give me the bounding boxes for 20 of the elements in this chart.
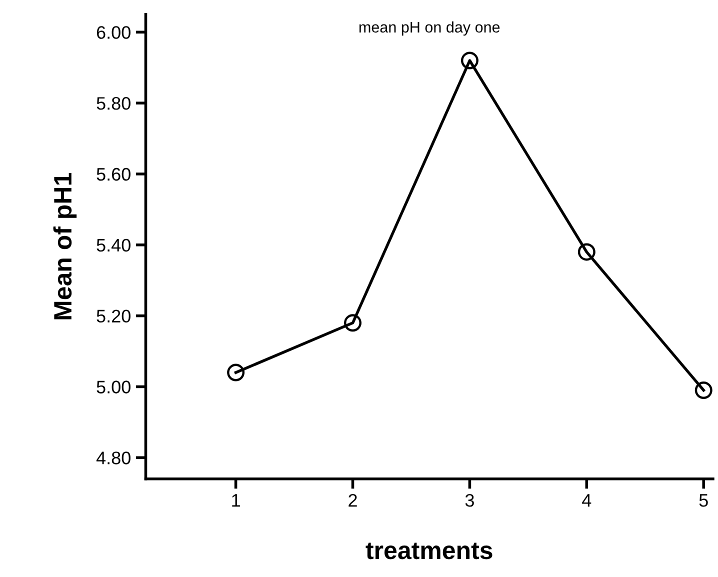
y-tick-label: 5.80: [96, 97, 130, 110]
point: [460, 52, 478, 70]
y-tick-label: 5.60: [96, 168, 130, 181]
y-tick-label: 5.40: [96, 238, 130, 252]
x-axis-title: treatments: [366, 542, 492, 560]
y-axis-title: Mean of pH1: [53, 173, 77, 320]
y-tick-label: 4.80: [96, 452, 130, 464]
x-tick-label: 3: [465, 494, 474, 507]
point: [227, 364, 245, 382]
y-tick-label: 6.00: [96, 26, 130, 39]
x-tick-label: 2: [348, 494, 357, 507]
x-tick-label: 1: [232, 494, 240, 507]
x-tick-label: 5: [699, 494, 708, 507]
point: [578, 243, 596, 261]
y-tick-label: 5.20: [96, 310, 130, 323]
chart-title: mean pH on day one: [359, 21, 500, 36]
point: [694, 382, 712, 400]
x-tick-label: 4: [582, 494, 592, 507]
point: [344, 314, 362, 332]
y-tick-label: 5.00: [96, 380, 130, 394]
